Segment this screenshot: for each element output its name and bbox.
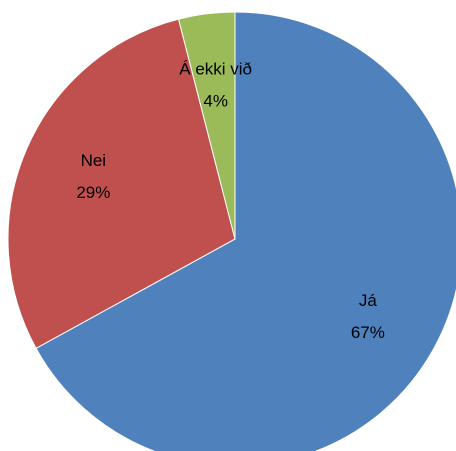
pie-slice xyxy=(35,11,456,451)
slice-value-label: 4% xyxy=(203,91,228,110)
slice-value-label: 29% xyxy=(76,183,110,202)
slice-label: Á ekki við xyxy=(179,59,252,78)
pie-slice xyxy=(7,18,236,350)
slice-label: Já xyxy=(359,291,378,310)
slice-value-label: 67% xyxy=(351,323,385,342)
pie-slice xyxy=(177,11,236,240)
slice-label: Nei xyxy=(81,151,107,170)
